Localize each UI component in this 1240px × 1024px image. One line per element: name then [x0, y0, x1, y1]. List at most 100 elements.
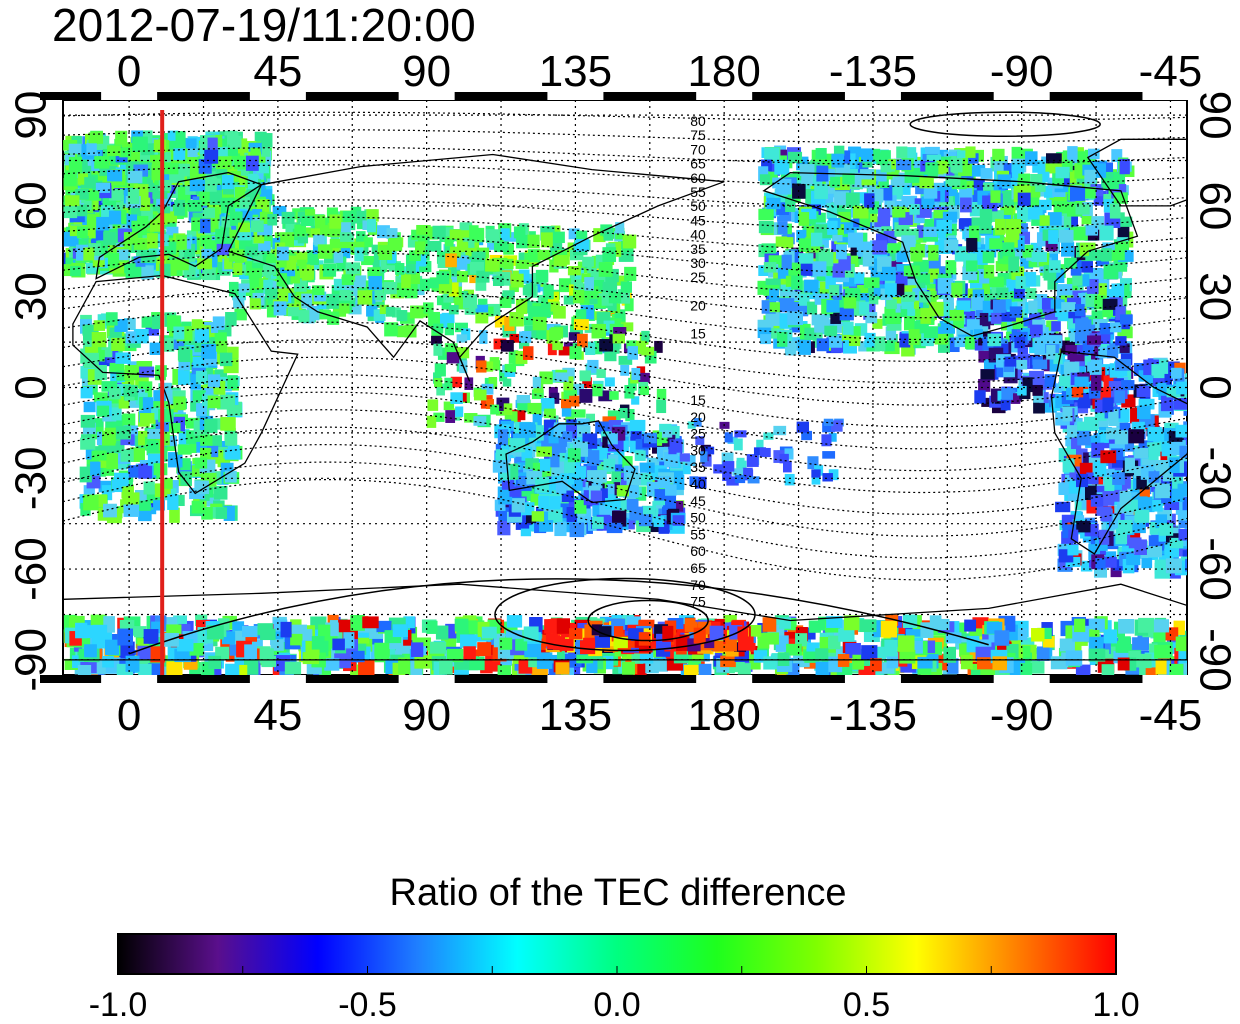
- tec-cell: [160, 477, 173, 489]
- tec-cell: [540, 458, 551, 472]
- tec-cell: [186, 430, 197, 444]
- tec-cell: [636, 340, 647, 355]
- tec-cell: [1016, 645, 1031, 658]
- tec-cell: [1067, 544, 1079, 556]
- tec-cell: [1061, 241, 1075, 257]
- tec-cell: [234, 186, 245, 199]
- tec-cell: [249, 273, 260, 288]
- tec-cell: [178, 346, 191, 363]
- tec-cell: [1151, 364, 1165, 376]
- tec-cell: [1003, 361, 1014, 373]
- tec-cell: [228, 197, 241, 209]
- tec-cell: [523, 316, 535, 326]
- tec-cell: [168, 422, 181, 434]
- tec-cell: [128, 465, 141, 478]
- tec-cell: [1015, 276, 1026, 289]
- tec-cell: [502, 258, 514, 270]
- tec-cell: [386, 228, 398, 239]
- tec-cell: [654, 340, 663, 353]
- tec-cell: [448, 276, 463, 287]
- tec-cell: [233, 297, 245, 309]
- tec-cell: [161, 382, 172, 396]
- tec-cell: [114, 472, 129, 487]
- tec-cell: [1079, 392, 1091, 407]
- tec-cell: [943, 646, 957, 663]
- tec-cell: [1195, 398, 1211, 408]
- tec-cell: [85, 263, 98, 274]
- tec-cell: [190, 465, 202, 477]
- tec-cell: [1082, 340, 1094, 354]
- tec-cell: [910, 247, 923, 262]
- tec-cell: [70, 265, 82, 277]
- tec-cell: [414, 241, 426, 254]
- tec-cell: [656, 399, 667, 414]
- tec-cell: [495, 449, 508, 464]
- tec-cell: [555, 372, 569, 382]
- tec-cell: [574, 239, 590, 252]
- tec-cell: [891, 296, 907, 308]
- tec-cell: [144, 199, 157, 212]
- tec-cell: [934, 333, 949, 345]
- tec-cell: [456, 255, 469, 270]
- tec-cell: [1160, 395, 1174, 412]
- tec-cell: [668, 446, 677, 455]
- tec-cell: [245, 155, 259, 171]
- tec-cell: [1055, 501, 1071, 513]
- tec-cell: [793, 655, 810, 668]
- tec-cell: [483, 361, 494, 372]
- tec-cell: [111, 407, 122, 421]
- tec-cell: [395, 262, 405, 275]
- tec-cell: [232, 289, 246, 301]
- tec-cell: [1201, 525, 1215, 535]
- tec-cell: [505, 411, 518, 423]
- tec-cell: [1195, 511, 1208, 525]
- tec-cell: [769, 288, 780, 302]
- tec-cell: [918, 291, 931, 303]
- tec-cell: [456, 241, 469, 253]
- tec-cell: [882, 341, 895, 352]
- tec-cell: [489, 357, 500, 370]
- tec-cell: [137, 638, 149, 651]
- tec-cell: [410, 262, 424, 273]
- tec-cell: [140, 197, 151, 211]
- tec-cell: [1121, 380, 1135, 391]
- tec-cell: [270, 639, 284, 651]
- tec-cell: [376, 620, 392, 633]
- tec-cell: [189, 179, 205, 192]
- tec-cell: [474, 227, 485, 243]
- tec-cell: [607, 342, 620, 354]
- tec-cell: [130, 205, 143, 218]
- tec-cell: [1114, 390, 1126, 404]
- tec-cell: [1080, 353, 1092, 366]
- tec-cell: [616, 485, 629, 497]
- tec-cell: [585, 341, 596, 355]
- tec-cell: [107, 252, 120, 269]
- tec-cell: [245, 286, 256, 297]
- tec-cell: [532, 316, 547, 331]
- tec-cell: [588, 286, 599, 299]
- tec-cell: [428, 311, 440, 327]
- tec-cell: [159, 431, 170, 446]
- tec-cell: [679, 453, 690, 462]
- tec-cell: [525, 511, 537, 524]
- tec-cell: [454, 618, 469, 632]
- tec-cell: [504, 363, 517, 373]
- tec-cell: [1138, 370, 1151, 382]
- tec-cell: [196, 403, 207, 417]
- tec-cell: [178, 355, 191, 371]
- tec-cell: [76, 226, 88, 239]
- tec-cell: [798, 238, 811, 252]
- tec-cell: [611, 510, 627, 527]
- tec-cell: [207, 374, 221, 388]
- tec-cell: [983, 264, 995, 279]
- tec-cell: [1038, 327, 1049, 342]
- tec-cell: [884, 283, 897, 298]
- tec-cell: [492, 275, 504, 287]
- tec-cell: [662, 434, 676, 447]
- tec-cell: [94, 156, 110, 169]
- tec-cell: [1020, 258, 1034, 269]
- tec-cell: [903, 315, 916, 331]
- tec-cell: [590, 490, 603, 502]
- tec-cell: [190, 401, 201, 412]
- tec-cell: [456, 334, 468, 343]
